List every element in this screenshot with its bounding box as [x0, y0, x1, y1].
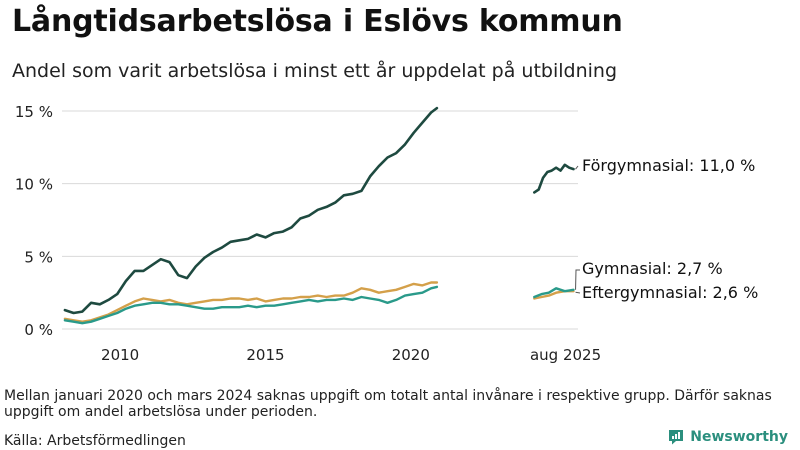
- series-line-eftergymnasial-0: [63, 281, 439, 323]
- series-lines: [63, 106, 575, 325]
- y-tick-label-0: 0 %: [24, 321, 53, 339]
- end-label-eftergymnasial: Eftergymnasial: 2,6 %: [582, 283, 758, 302]
- x-tick-label-3: aug 2025: [530, 346, 601, 364]
- brand-logo: Newsworthy: [667, 428, 788, 446]
- x-tick-label-2: 2020: [392, 346, 430, 364]
- y-axis-ticks: 0 % 5 % 10 % 15 %: [15, 103, 53, 339]
- series-line-gymnasial-0: [63, 285, 439, 325]
- x-axis-ticks: 2010 2015 2020 aug 2025: [101, 346, 601, 364]
- series-line-gymnasial-1: [533, 287, 575, 299]
- series-line-forgymnasial-0: [63, 106, 439, 315]
- series-line-forgymnasial-1: [533, 163, 575, 194]
- grid-lines: [62, 110, 578, 330]
- source-text: Källa: Arbetsförmedlingen: [4, 433, 186, 449]
- leader-line-gymnasial: [575, 269, 580, 290]
- end-labels: Förgymnasial: 11,0 % Gymnasial: 2,7 % Efte…: [575, 156, 758, 302]
- x-tick-label-1: 2015: [246, 346, 284, 364]
- end-label-forgymnasial: Förgymnasial: 11,0 %: [582, 156, 755, 175]
- y-tick-label-2: 10 %: [15, 176, 53, 194]
- page-title: Långtidsarbetslösa i Eslövs kommun: [12, 4, 623, 39]
- x-tick-label-0: 2010: [101, 346, 139, 364]
- leader-line-forgymnasial: [575, 165, 579, 170]
- leader-line-eftergymnasial: [575, 291, 581, 294]
- y-tick-label-1: 5 %: [24, 248, 53, 266]
- page-subtitle: Andel som varit arbetslösa i minst ett å…: [12, 60, 618, 82]
- brand-name: Newsworthy: [690, 429, 788, 445]
- series-gymnasial: [63, 285, 575, 325]
- series-forgymnasial: [63, 106, 575, 315]
- y-tick-label-3: 15 %: [15, 103, 53, 121]
- newsworthy-logo-icon: [669, 430, 684, 445]
- end-label-gymnasial: Gymnasial: 2,7 %: [582, 259, 723, 278]
- footnote: Mellan januari 2020 och mars 2024 saknas…: [4, 388, 772, 420]
